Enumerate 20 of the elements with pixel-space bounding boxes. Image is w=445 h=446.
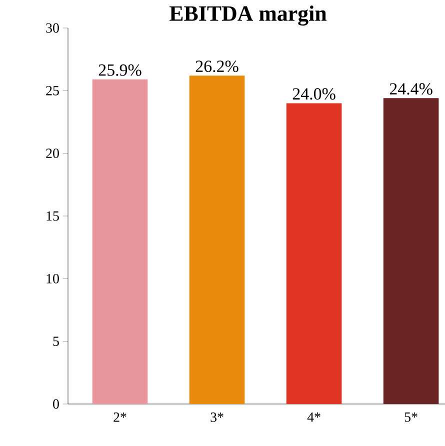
- y-tick-label: 0: [53, 399, 59, 409]
- data-label: 25.9%: [98, 64, 142, 76]
- y-tick-label: 30: [46, 23, 59, 33]
- x-tick-label: 2*: [114, 412, 126, 422]
- bar: [189, 76, 245, 404]
- chart-title: EBITDA margin: [170, 6, 327, 26]
- x-tick-label: 5*: [404, 412, 418, 422]
- y-tick-label: 15: [46, 211, 59, 221]
- y-tick-label: 25: [46, 86, 59, 96]
- data-label: 24.0%: [292, 88, 336, 100]
- y-tick-label: 10: [46, 274, 59, 284]
- bar: [286, 103, 342, 404]
- x-tick-label: 4*: [307, 412, 320, 422]
- data-label: 24.4%: [390, 83, 432, 95]
- data-label: 26.2%: [196, 60, 238, 72]
- bar: [383, 98, 439, 404]
- bar: [92, 79, 148, 404]
- y-tick-label: 5: [53, 336, 59, 346]
- y-tick-label: 20: [46, 148, 59, 158]
- x-tick-label: 3*: [210, 412, 224, 422]
